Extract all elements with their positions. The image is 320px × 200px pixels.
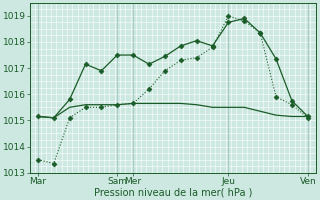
X-axis label: Pression niveau de la mer( hPa ): Pression niveau de la mer( hPa ): [94, 187, 252, 197]
